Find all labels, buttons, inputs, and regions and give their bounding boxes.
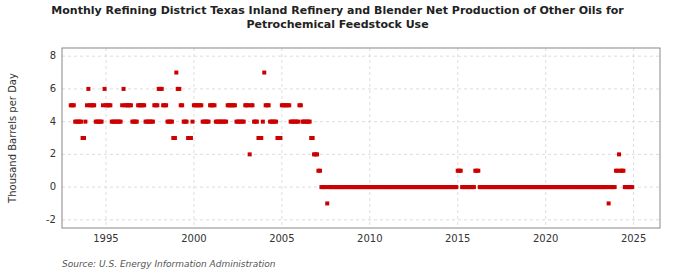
point — [79, 120, 83, 124]
point — [299, 103, 303, 107]
point — [164, 103, 168, 107]
point — [142, 103, 146, 107]
point — [267, 103, 271, 107]
x-grid-line — [369, 48, 370, 228]
x-grid-line — [633, 48, 634, 228]
point — [274, 120, 278, 124]
point — [151, 120, 155, 124]
point — [82, 136, 86, 140]
y-grid-line — [62, 88, 660, 89]
point — [92, 103, 96, 107]
y-tick-label: 4 — [50, 116, 56, 127]
point — [173, 136, 177, 140]
point — [122, 87, 126, 91]
point — [261, 120, 265, 124]
point — [86, 87, 90, 91]
point — [72, 103, 76, 107]
grid — [62, 48, 660, 228]
point — [189, 136, 193, 140]
point — [315, 152, 319, 156]
point — [459, 169, 463, 173]
point — [476, 169, 480, 173]
point — [242, 120, 246, 124]
x-tick-label: 2020 — [533, 233, 558, 244]
point — [613, 185, 617, 189]
x-tick-label: 2015 — [445, 233, 470, 244]
point — [318, 169, 322, 173]
y-tick-label: -2 — [46, 214, 56, 225]
point — [325, 201, 329, 205]
point — [155, 103, 159, 107]
point — [255, 120, 259, 124]
x-tick-label: 2000 — [181, 233, 206, 244]
point — [262, 71, 266, 75]
x-grid-line — [545, 48, 546, 228]
y-tick-label: 8 — [50, 50, 56, 61]
x-grid-line — [457, 48, 458, 228]
plot-frame — [62, 48, 660, 228]
point — [185, 120, 189, 124]
point — [180, 103, 184, 107]
point — [224, 120, 228, 124]
point — [308, 120, 312, 124]
y-grid-line — [62, 219, 660, 220]
x-tick-label: 2005 — [269, 233, 294, 244]
point — [248, 152, 252, 156]
point — [207, 120, 211, 124]
point — [83, 120, 87, 124]
point — [630, 185, 634, 189]
point — [199, 103, 203, 107]
point — [287, 103, 291, 107]
y-grid-line — [62, 154, 660, 155]
y-tick-label: 6 — [50, 83, 56, 94]
point — [296, 120, 300, 124]
point — [454, 185, 458, 189]
point — [103, 87, 107, 91]
point — [259, 136, 263, 140]
chart: -2 0 2 4 6 8 1995 2000 2005 2010 2015 2020 2025 Month… — [0, 0, 675, 275]
point — [100, 120, 104, 124]
point — [108, 103, 112, 107]
point — [250, 103, 254, 107]
x-tick-label: 2010 — [357, 233, 382, 244]
point — [135, 120, 139, 124]
title: Monthly Refining District Texas Inland R… — [51, 4, 624, 31]
point — [174, 71, 178, 75]
point — [170, 120, 174, 124]
point — [311, 136, 315, 140]
x-tick-label: 1995 — [93, 233, 118, 244]
x-grid-line — [105, 48, 106, 228]
y-tick-label: 0 — [50, 181, 56, 192]
point — [212, 103, 216, 107]
y-axis-label: Thousand Barrels per Day — [7, 73, 18, 204]
y-grid-line — [62, 56, 660, 57]
point — [177, 87, 181, 91]
point — [617, 152, 621, 156]
x-grid-line — [193, 48, 194, 228]
point — [191, 120, 195, 124]
y-tick-label: 2 — [50, 148, 56, 159]
x-tick-label: 2025 — [621, 233, 646, 244]
point — [607, 201, 611, 205]
point — [160, 87, 164, 91]
point — [233, 103, 237, 107]
point — [278, 136, 282, 140]
point — [119, 120, 123, 124]
point — [129, 103, 133, 107]
source-note: Source: U.S. Energy Information Administ… — [62, 259, 276, 269]
points — [69, 71, 634, 206]
plot-area — [62, 48, 660, 228]
point — [472, 185, 476, 189]
point — [621, 169, 625, 173]
